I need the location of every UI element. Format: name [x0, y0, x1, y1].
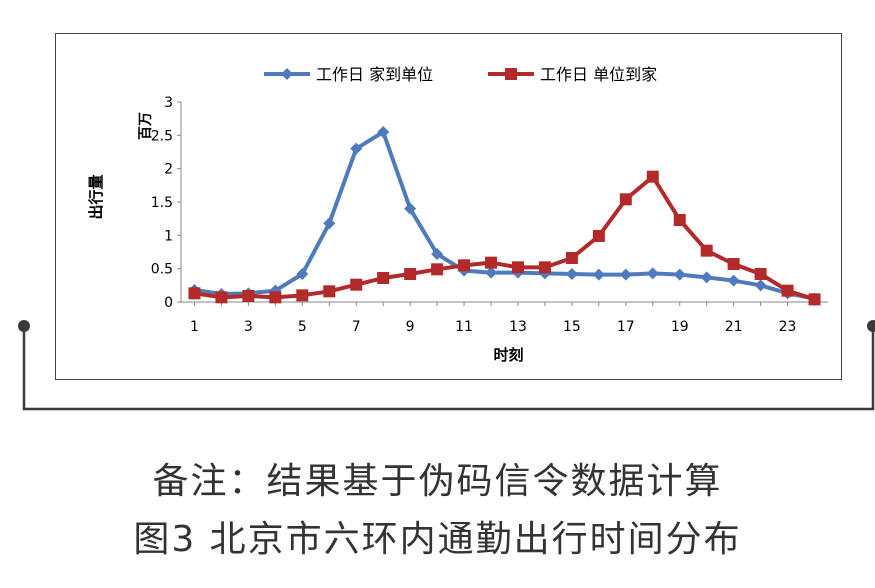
- legend-label-2: 工作日 单位到家: [540, 65, 657, 84]
- series-1-point: [404, 202, 417, 215]
- series-2-point: [242, 290, 255, 302]
- x-tick-label: 19: [671, 319, 689, 335]
- series-2-point: [592, 230, 605, 242]
- series-1-point: [592, 268, 605, 281]
- series-1-point: [754, 279, 767, 292]
- series-2-point: [350, 278, 363, 291]
- line-chart: 00.511.522.531 3 5 7 9 11 13 15 17 19 21 23时刻出行量百万工…: [87, 65, 828, 364]
- bracket-dot-left: [18, 320, 30, 332]
- series-2-point: [431, 263, 444, 276]
- series-2-point: [377, 272, 390, 284]
- chart-frame: 0 0.5 1 1.5 2 2.5 3 1 3 5 7 9 11 13 15 17 19 21 23 时刻 出行量 百万工…: [55, 33, 842, 380]
- y-tick-label: 3: [164, 95, 173, 111]
- series-2-point: [781, 284, 794, 297]
- series-line-1: [194, 130, 815, 301]
- legend-marker-1: [281, 68, 293, 80]
- y-tick-label: 1.5: [151, 195, 173, 211]
- series-2-point: [538, 261, 551, 274]
- y-axis-unit: 百万: [138, 112, 154, 140]
- legend-label-1: 工作日 家到单位: [316, 65, 433, 84]
- y-tick-label: 2: [164, 162, 173, 178]
- x-tick-label: 23: [779, 319, 797, 335]
- series-1-point: [727, 274, 740, 287]
- series-1-point: [700, 271, 713, 284]
- legend-marker-2: [505, 68, 517, 80]
- series-2-point: [485, 256, 498, 269]
- series-1-point: [296, 268, 309, 280]
- series-1-point: [485, 266, 498, 279]
- caption-note: 备注：结果基于伪码信令数据计算: [152, 461, 723, 502]
- series-2-point: [188, 287, 201, 300]
- series-2-point: [215, 291, 228, 304]
- x-axis-title: 时刻: [493, 346, 523, 364]
- x-tick-label: 1: [190, 319, 199, 335]
- series-2-point: [565, 252, 578, 264]
- series-1-point: [565, 268, 578, 280]
- series-1-point: [646, 267, 659, 280]
- series-1-point: [431, 248, 444, 260]
- series-2-point: [727, 258, 740, 270]
- y-axis-title: 出行量: [87, 174, 105, 219]
- series-2-point: [511, 261, 524, 274]
- series-1-point: [673, 268, 686, 281]
- series-1-point: [619, 268, 632, 281]
- series-1-point: [377, 126, 390, 138]
- x-tick-label: 13: [509, 319, 527, 335]
- series-2-point: [269, 291, 282, 304]
- series-2-point: [646, 170, 659, 183]
- series-2-point: [808, 293, 821, 306]
- series-2-point: [458, 259, 471, 272]
- series-2-point: [673, 214, 686, 226]
- y-tick-label: 2.5: [151, 128, 173, 144]
- series-2-point: [323, 285, 336, 298]
- x-tick-label: 11: [455, 319, 473, 335]
- bracket-dot-right: [867, 320, 875, 332]
- series-2-point: [296, 289, 309, 302]
- x-tick-label: 7: [352, 319, 361, 335]
- series-1-point: [323, 217, 336, 230]
- series-2-point: [404, 268, 417, 280]
- x-tick-label: 5: [298, 319, 307, 335]
- x-tick-label: 17: [617, 319, 635, 335]
- series-1-point: [350, 142, 363, 155]
- x-tick-label: 15: [563, 319, 581, 335]
- y-tick-label: 0: [164, 295, 173, 311]
- x-tick-label: 21: [725, 319, 743, 335]
- x-tick-label: 9: [406, 319, 415, 335]
- series-2-point: [619, 193, 632, 206]
- series-2-point: [700, 244, 713, 257]
- y-tick-label: 1: [164, 228, 173, 244]
- series-2-point: [754, 268, 767, 280]
- figure-title: 图3 北京市六环内通勤出行时间分布: [133, 519, 742, 560]
- y-tick-label: 0.5: [151, 262, 173, 278]
- x-tick-label: 3: [244, 319, 253, 335]
